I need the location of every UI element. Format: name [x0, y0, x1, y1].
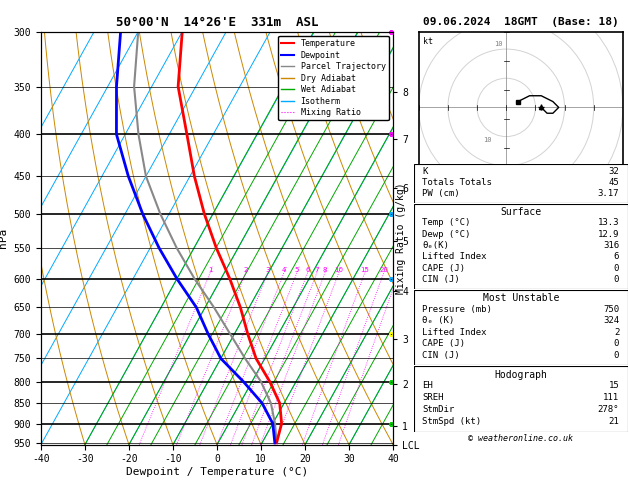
Text: 6: 6	[305, 267, 310, 273]
Text: 32: 32	[608, 167, 619, 176]
Text: Temp (°C): Temp (°C)	[423, 218, 471, 227]
X-axis label: Dewpoint / Temperature (°C): Dewpoint / Temperature (°C)	[126, 467, 308, 477]
Text: 0: 0	[614, 264, 619, 273]
Text: kt: kt	[423, 37, 433, 47]
Text: 12.9: 12.9	[598, 230, 619, 239]
Title: 50°00'N  14°26'E  331m  ASL: 50°00'N 14°26'E 331m ASL	[116, 16, 318, 29]
Text: 09.06.2024  18GMT  (Base: 18): 09.06.2024 18GMT (Base: 18)	[423, 17, 619, 27]
Text: 10: 10	[334, 267, 343, 273]
Text: 3.17: 3.17	[598, 190, 619, 198]
Text: 0: 0	[614, 275, 619, 284]
Text: 21: 21	[608, 417, 619, 426]
Text: PW (cm): PW (cm)	[423, 190, 460, 198]
Text: 4: 4	[282, 267, 286, 273]
Text: 0: 0	[614, 351, 619, 360]
Text: 20: 20	[379, 267, 388, 273]
Text: © weatheronline.co.uk: © weatheronline.co.uk	[469, 434, 573, 443]
Text: StmDir: StmDir	[423, 405, 455, 415]
Text: 2: 2	[614, 328, 619, 337]
Text: SREH: SREH	[423, 393, 444, 402]
Text: EH: EH	[423, 382, 433, 390]
Text: Lifted Index: Lifted Index	[423, 328, 487, 337]
Text: 750: 750	[603, 305, 619, 314]
Text: Surface: Surface	[500, 207, 542, 217]
Text: Totals Totals: Totals Totals	[423, 178, 493, 187]
Text: 6: 6	[614, 252, 619, 261]
Text: Dewp (°C): Dewp (°C)	[423, 230, 471, 239]
Text: CAPE (J): CAPE (J)	[423, 340, 465, 348]
Text: 0: 0	[614, 340, 619, 348]
Text: 1: 1	[208, 267, 213, 273]
Legend: Temperature, Dewpoint, Parcel Trajectory, Dry Adiabat, Wet Adiabat, Isotherm, Mi: Temperature, Dewpoint, Parcel Trajectory…	[278, 36, 389, 121]
Text: 3: 3	[265, 267, 270, 273]
Text: 2: 2	[243, 267, 248, 273]
Text: 111: 111	[603, 393, 619, 402]
Text: K: K	[423, 167, 428, 176]
Text: 13.3: 13.3	[598, 218, 619, 227]
Text: 5: 5	[294, 267, 299, 273]
Text: StmSpd (kt): StmSpd (kt)	[423, 417, 482, 426]
Text: CAPE (J): CAPE (J)	[423, 264, 465, 273]
Text: Most Unstable: Most Unstable	[482, 293, 559, 303]
Text: Mixing Ratio (g/kg): Mixing Ratio (g/kg)	[396, 182, 406, 294]
Text: 7: 7	[314, 267, 319, 273]
Text: 45: 45	[608, 178, 619, 187]
Text: 316: 316	[603, 241, 619, 250]
Text: 15: 15	[360, 267, 369, 273]
Text: 8: 8	[323, 267, 327, 273]
Text: 15: 15	[608, 382, 619, 390]
Text: 324: 324	[603, 316, 619, 325]
Text: Pressure (mb): Pressure (mb)	[423, 305, 493, 314]
Text: Lifted Index: Lifted Index	[423, 252, 487, 261]
Text: θₑ(K): θₑ(K)	[423, 241, 449, 250]
Text: 10: 10	[494, 41, 503, 47]
Y-axis label: hPa: hPa	[0, 228, 8, 248]
Text: 10: 10	[483, 138, 491, 143]
Text: Hodograph: Hodograph	[494, 369, 547, 380]
Text: CIN (J): CIN (J)	[423, 275, 460, 284]
Text: 278°: 278°	[598, 405, 619, 415]
Text: θₑ (K): θₑ (K)	[423, 316, 455, 325]
Text: CIN (J): CIN (J)	[423, 351, 460, 360]
